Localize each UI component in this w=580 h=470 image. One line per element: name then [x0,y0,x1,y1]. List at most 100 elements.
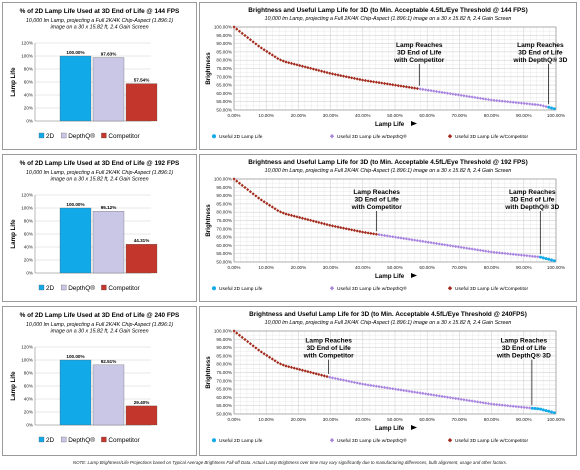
point-depthq [481,249,485,253]
chart-title: % of 2D Lamp Life Used at 3D End of Life… [20,312,180,319]
chart-title: Brightness and Useful Lamp Life for 3D (… [248,159,527,166]
point-depthq [377,233,381,237]
line-panel-240: Brightness and Useful Lamp Life for 3D (… [199,306,577,456]
point-depthq [525,254,529,258]
y-tick-label: 65.00% [216,235,232,240]
point-competitor [278,210,283,214]
point-depthq [536,255,540,259]
point-depthq [380,385,384,389]
bar-panel-192: % of 2D Lamp Life Used at 3D End of Life… [2,154,197,302]
y-tick-label: 20% [24,410,33,415]
point-depthq [462,398,466,402]
point-depthq [443,91,447,95]
point-2d [549,258,553,262]
point-depthq [530,254,534,258]
legend-label: 2D [46,285,55,292]
point-depthq [514,404,518,409]
point-competitor [325,70,329,75]
point-depthq [434,89,439,94]
y-tick-label: 70.00% [216,226,232,231]
point-competitor [240,31,244,35]
point-depthq [544,104,548,109]
point-depthq [486,97,491,102]
point-depthq [361,382,365,386]
point-competitor [243,33,247,38]
point-competitor [322,222,326,226]
point-depthq [492,98,496,102]
x-axis-arrow-icon [411,121,417,126]
point-competitor [322,374,326,378]
point-competitor [322,70,326,74]
point-competitor [273,55,277,59]
legend-label: Useful 3D Lamp Life w/Competitor [455,438,528,444]
x-tick-label: 30.00% [323,265,339,270]
point-competitor [284,364,288,368]
x-tick-label: 80.00% [484,265,500,270]
point-depthq [486,401,491,406]
y-tick-label: 65.00% [216,387,232,392]
point-depthq [415,390,419,395]
annotation-text: Lamp Reaches [517,42,564,49]
point-competitor [388,82,392,86]
point-competitor [246,339,250,344]
point-depthq [519,101,523,105]
point-competitor [248,342,253,346]
legend-label: DepthQ® [68,284,95,292]
point-competitor [237,29,242,33]
x-tick-label: 40.00% [355,113,371,118]
point-2d [539,407,543,411]
point-depthq [495,98,499,103]
point-competitor [363,78,367,83]
chart-title: Brightness and Useful Lamp Life for 3D (… [248,7,527,14]
y-tick-label: 80.00% [216,210,232,215]
point-depthq [467,95,471,99]
point-depthq [481,97,485,101]
bar-value-label: 100.00% [66,354,84,359]
point-depthq [489,98,493,102]
point-competitor [333,224,337,229]
y-tick-label: 60.00% [216,395,232,400]
point-competitor [243,337,247,342]
x-axis-label: Lamp Life [375,121,405,128]
point-depthq [527,254,532,258]
point-depthq [404,389,409,393]
legend-label: Useful 3D Lamp Life w/Competitor [455,286,528,292]
point-depthq [459,245,463,249]
legend-swatch [212,438,216,443]
point-2d [549,106,553,110]
point-competitor [391,83,395,87]
point-depthq [380,233,384,237]
point-competitor [257,44,261,48]
legend-swatch [329,286,335,291]
chart-subtitle: 10,000 lm Lamp, projecting a Full 2K/4K … [265,16,512,22]
legend-swatch [61,436,67,443]
point-depthq [399,388,403,392]
point-competitor [254,346,258,350]
point-competitor [300,368,305,372]
y-tick-label: 85.00% [216,201,232,206]
point-2d [541,256,545,260]
point-competitor [309,66,313,70]
point-competitor [267,51,272,55]
point-depthq [503,251,507,256]
plot-area [233,330,557,415]
bar-1 [92,57,125,122]
annotation-text: with Competitor [393,57,445,64]
legend-label: DepthQ® [68,132,95,140]
legend-swatch [329,438,335,443]
point-depthq [454,244,458,249]
x-tick-label: 70.00% [452,265,468,270]
annotation-text: 3D End of Life [307,345,352,352]
point-competitor [333,72,337,77]
y-tick-label: 80.00% [216,362,232,367]
point-competitor [303,369,307,373]
chart-subtitle: image on a 30 x 15.82 ft, 2.4 Gain Scree… [50,25,148,31]
point-depthq [328,375,332,379]
point-competitor [287,365,291,369]
point-depthq [484,97,488,101]
y-tick-label: 90.00% [216,193,232,198]
point-depthq [388,386,392,390]
legend-swatch [447,286,453,291]
point-depthq [333,376,337,381]
point-competitor [352,228,357,232]
